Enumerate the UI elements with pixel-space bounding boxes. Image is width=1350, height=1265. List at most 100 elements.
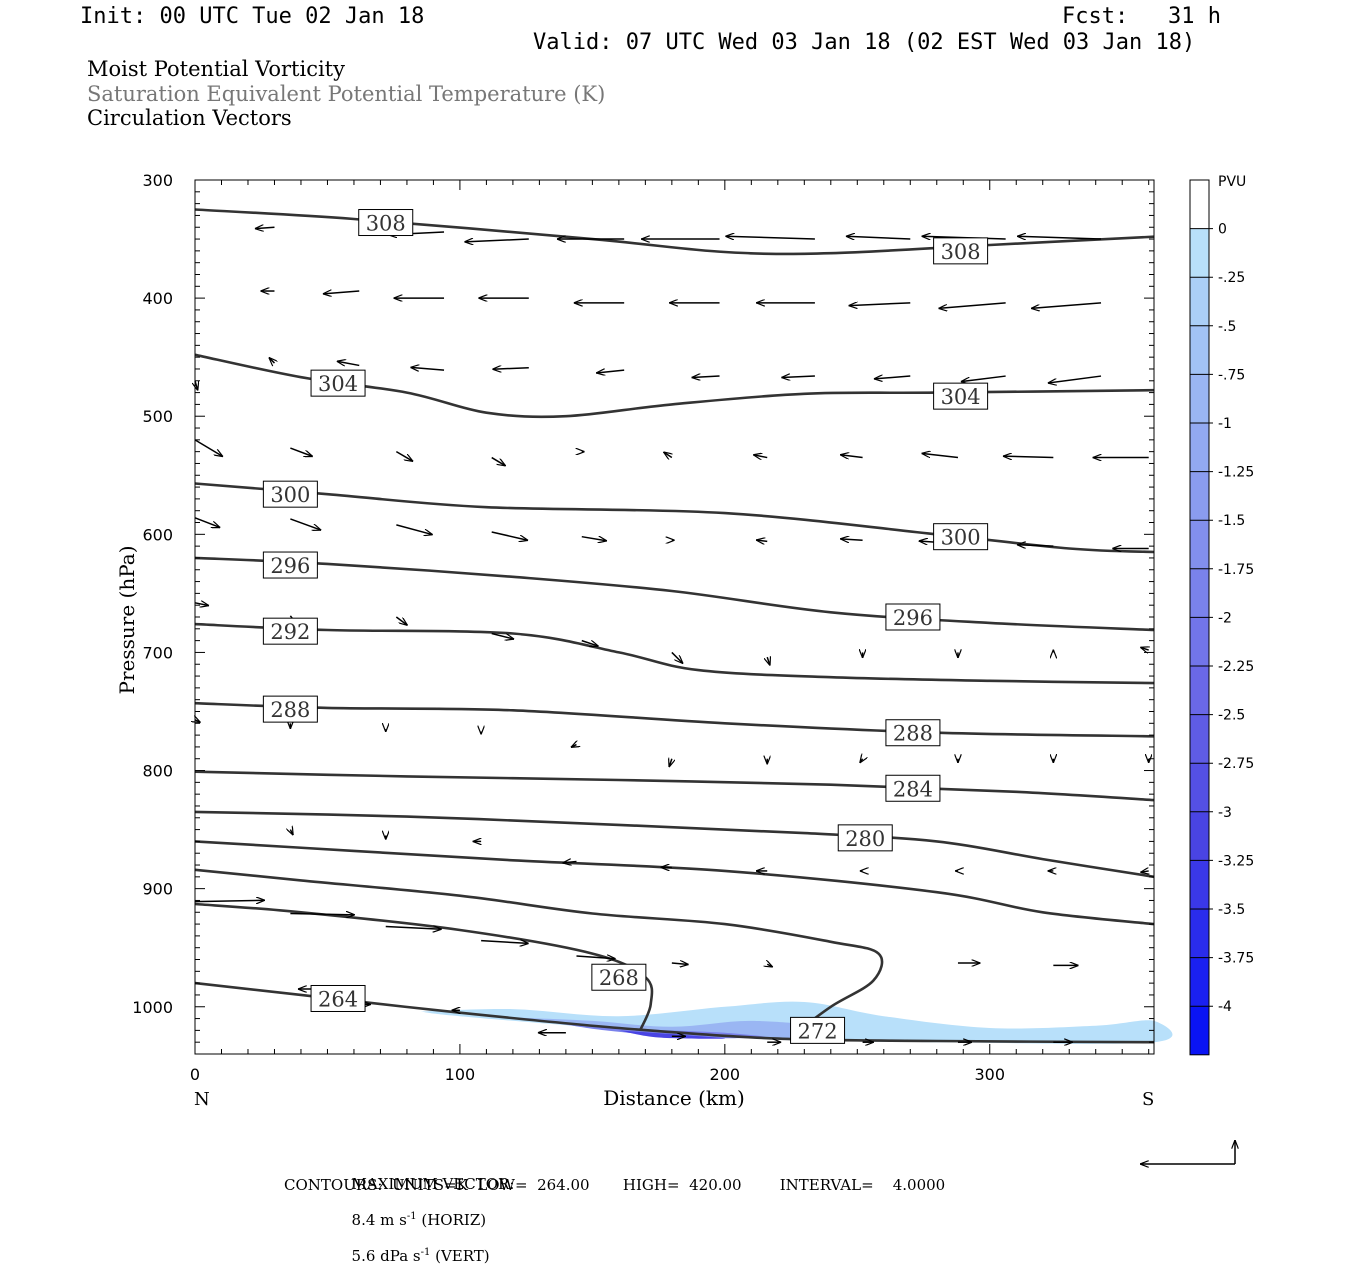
max-vert-value: 5.6 dPa s xyxy=(351,1247,421,1265)
colorbar-label: -3.5 xyxy=(1218,902,1245,918)
theta-e-contour-284 xyxy=(194,770,1155,802)
colorbar-label: -.5 xyxy=(1218,319,1236,335)
circulation-vector xyxy=(1140,647,1148,650)
circulation-vector xyxy=(337,361,360,365)
colorbar-swatch xyxy=(1190,228,1209,278)
y-tick-label: 700 xyxy=(142,643,173,662)
pv-shading-area xyxy=(512,1017,834,1039)
contour-label: 308 xyxy=(941,240,981,264)
theta-e-contour-268 xyxy=(194,902,654,1031)
circulation-vector xyxy=(692,376,720,377)
circulation-vector xyxy=(194,900,265,901)
circulation-vector xyxy=(1003,456,1054,457)
circulation-vector xyxy=(1140,871,1148,872)
circulation-vector xyxy=(846,236,911,239)
colorbar-label: 0 xyxy=(1218,222,1227,238)
circulation-vector xyxy=(671,963,689,964)
colorbar-swatch xyxy=(1190,374,1209,423)
maximum-vector-line: MAXIMUM VECTOR: 8.4 m s-1 (HORIZ) 5.6 dP… xyxy=(342,1157,515,1265)
colorbar-label: -3.25 xyxy=(1218,853,1254,869)
plot-frame xyxy=(194,179,1155,1055)
circulation-vector xyxy=(385,926,442,929)
colorbar-label: -1.25 xyxy=(1218,465,1254,481)
contour-label: 292 xyxy=(270,620,310,644)
y-tick-label: 1000 xyxy=(132,998,173,1017)
colorbar-swatch xyxy=(1190,957,1209,1007)
colorbar-label: -1.75 xyxy=(1218,562,1254,578)
cross-section-chart: 308 308 304 304 300 300 296 296 292 288 288 284 280 2… xyxy=(115,171,1254,1200)
colorbar-label: -.75 xyxy=(1218,367,1245,383)
contour-label: 300 xyxy=(941,526,981,550)
contour-label-box xyxy=(837,824,893,852)
colorbar-swatch xyxy=(1190,811,1209,861)
theta-e-contour-296 xyxy=(194,556,1155,632)
colorbar-swatch xyxy=(1190,423,1209,472)
circulation-vector xyxy=(290,518,321,530)
circulation-vector xyxy=(669,759,672,767)
circulation-vector xyxy=(581,535,607,541)
y-axis-title: Pressure (hPa) xyxy=(115,546,139,695)
valid-time: Valid: 07 UTC Wed 03 Jan 18 (02 EST Wed … xyxy=(533,30,1196,55)
circulation-vector xyxy=(491,632,514,640)
vert-exponent: -1 xyxy=(420,1247,431,1258)
circulation-vector xyxy=(725,236,815,239)
contour-label-box xyxy=(310,984,366,1012)
x-axis-title: Distance (km) xyxy=(603,1086,745,1110)
colorbar-label: -2.75 xyxy=(1218,756,1254,772)
circulation-vector xyxy=(581,639,599,647)
contour-label-box xyxy=(358,209,414,237)
circulation-vector xyxy=(961,375,1006,382)
contour-label: 308 xyxy=(366,212,406,236)
horiz-exponent: -1 xyxy=(406,1211,417,1222)
theta-e-contour-288 xyxy=(194,701,1155,738)
circulation-vector xyxy=(562,861,577,862)
circulation-vector xyxy=(1031,302,1102,309)
circulation-vector xyxy=(571,745,577,748)
circulation-vector xyxy=(767,964,773,967)
circulation-vector xyxy=(481,941,529,944)
colorbar-label: -4 xyxy=(1218,999,1232,1015)
y-tick-label: 500 xyxy=(142,407,173,426)
circulation-vector xyxy=(492,368,529,369)
x-tick-label: 200 xyxy=(710,1065,741,1084)
contour-label-box xyxy=(885,774,941,802)
circulation-vector xyxy=(396,524,432,535)
contour-label-box xyxy=(262,551,318,579)
pv-shading-area xyxy=(618,1030,726,1039)
y-tick-label: 400 xyxy=(142,289,173,308)
colorbar-label: -2.5 xyxy=(1218,708,1245,724)
x-tick-label: 0 xyxy=(190,1065,200,1084)
circulation-vector xyxy=(576,956,615,959)
colorbar-label: -3 xyxy=(1218,805,1232,821)
circulation-vector xyxy=(756,540,768,541)
colorbar-swatch xyxy=(1190,471,1209,521)
circulation-vector xyxy=(860,759,863,763)
y-tick-label: 800 xyxy=(142,762,173,781)
contour-label: 296 xyxy=(270,554,310,578)
north-end-label: N xyxy=(194,1089,210,1110)
contour-label-box xyxy=(933,237,989,265)
contour-label: 288 xyxy=(270,698,310,722)
circulation-vector xyxy=(491,456,506,466)
circulation-vector xyxy=(840,455,863,458)
y-tick-label: 300 xyxy=(142,171,173,190)
max-vert-suffix: (VERT) xyxy=(430,1247,490,1265)
circulation-vector xyxy=(596,370,625,373)
circulation-vector xyxy=(195,720,201,723)
theta-e-contour-276 xyxy=(194,840,1155,926)
y-tick-label: 600 xyxy=(142,525,173,544)
theta-e-contour-292 xyxy=(194,622,1155,685)
contour-label: 280 xyxy=(845,827,885,851)
contour-label-box xyxy=(310,369,366,397)
circulation-vector xyxy=(290,447,312,456)
contour-label-box xyxy=(933,382,989,410)
field-title-mpv: Moist Potential Vorticity xyxy=(87,57,345,81)
contour-label-box xyxy=(790,1016,846,1044)
colorbar-label: -1 xyxy=(1218,416,1232,432)
colorbar-swatch xyxy=(1190,909,1209,958)
contour-label: 304 xyxy=(941,385,981,409)
circulation-vector xyxy=(874,376,911,379)
colorbar-label: -2.25 xyxy=(1218,659,1254,675)
circulation-vector xyxy=(464,239,529,242)
colorbar-label: -1.5 xyxy=(1218,513,1245,529)
